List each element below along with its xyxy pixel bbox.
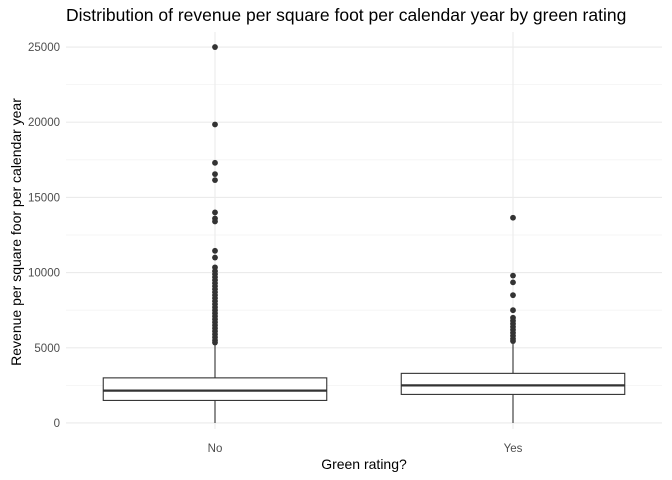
outlier-point <box>510 292 516 299</box>
outlier-point <box>212 339 218 346</box>
chart-title: Distribution of revenue per square foot … <box>66 5 627 25</box>
outlier-point <box>510 272 516 279</box>
y-tick-label: 0 <box>54 418 60 430</box>
outlier-point <box>510 214 516 221</box>
outlier-point <box>212 121 218 128</box>
outlier-point <box>212 247 218 254</box>
boxplot-boxes <box>102 44 626 423</box>
x-tick-label: Yes <box>504 443 523 455</box>
box-iqr <box>102 377 328 401</box>
y-tick-label: 10000 <box>28 268 60 280</box>
x-axis-title: Green rating? <box>321 456 407 472</box>
box-iqr <box>400 372 626 395</box>
x-axis-tick-labels: No Yes <box>208 443 523 455</box>
y-tick-label: 15000 <box>28 192 60 204</box>
outlier-point <box>212 44 218 50</box>
outlier-point <box>212 171 218 178</box>
outlier-point <box>510 279 516 286</box>
y-tick-label: 25000 <box>28 42 60 54</box>
y-tick-label: 20000 <box>28 117 60 129</box>
outlier-point <box>212 218 218 225</box>
outlier-point <box>212 159 218 166</box>
outlier-point <box>510 307 516 314</box>
y-axis-tick-labels: 0 5000 10000 15000 20000 25000 <box>28 42 60 430</box>
y-axis-title: Revenue per square foor per calendar yea… <box>8 98 24 366</box>
major-gridlines <box>66 32 662 429</box>
outlier-point <box>212 209 218 216</box>
minor-gridlines <box>66 84 662 386</box>
x-tick-label: No <box>208 443 223 455</box>
outlier-point <box>212 177 218 184</box>
outlier-point <box>212 254 218 261</box>
y-tick-label: 5000 <box>34 343 60 355</box>
outlier-point <box>510 338 516 344</box>
